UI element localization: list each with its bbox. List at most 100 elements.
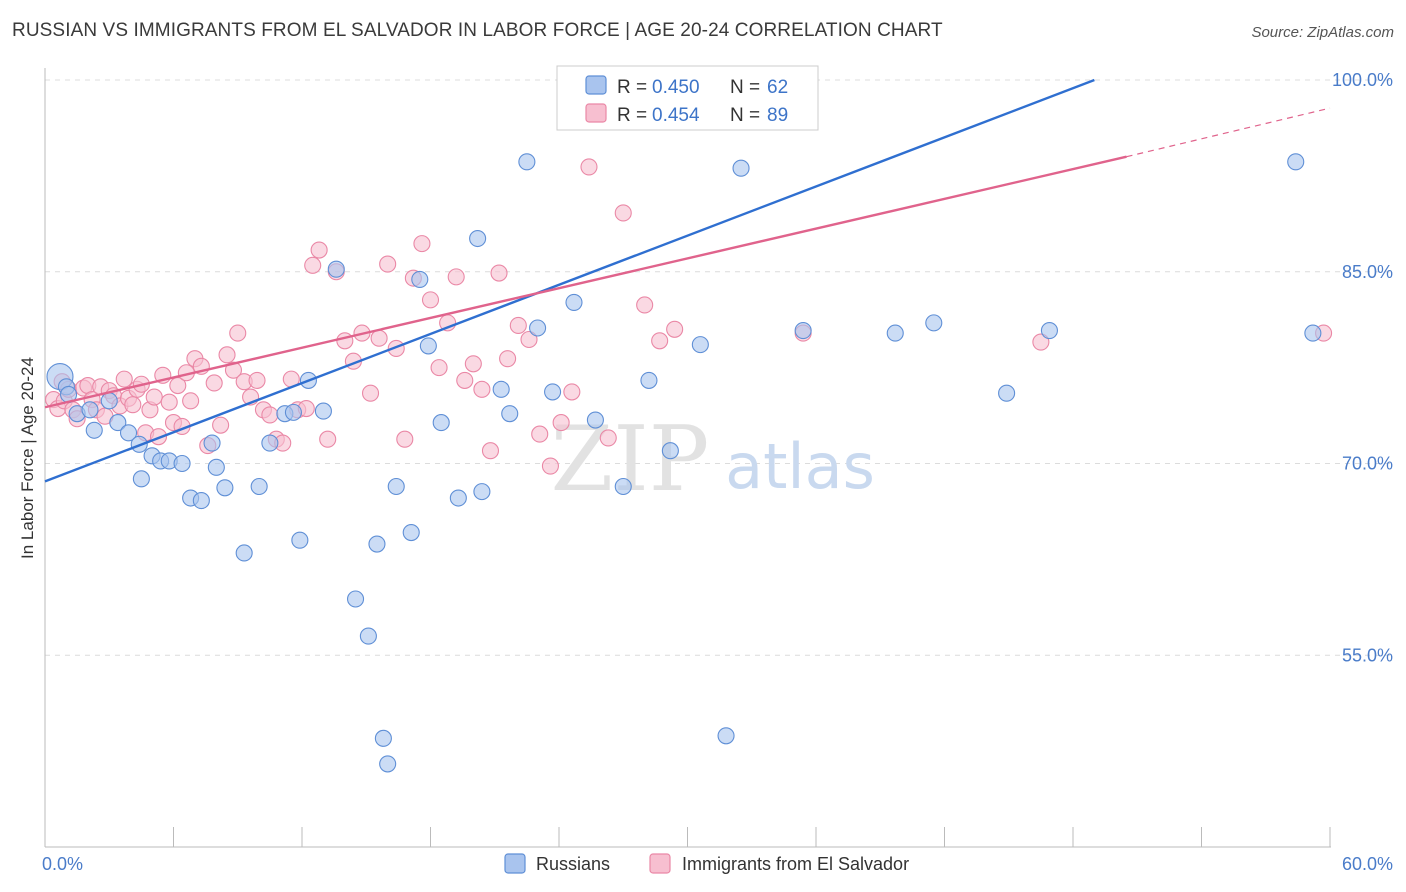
point-salvador	[379, 255, 397, 273]
point-salvador	[421, 291, 440, 309]
point-russians	[501, 405, 519, 423]
point-russians	[387, 477, 405, 496]
y-tick-label: 85.0%	[1342, 262, 1393, 282]
legend-swatch-salvador	[585, 103, 607, 123]
point-salvador	[509, 316, 527, 334]
point-salvador	[473, 380, 491, 398]
point-russians	[284, 403, 302, 421]
point-salvador	[261, 406, 279, 424]
bottom-legend-swatch-salvador	[649, 853, 671, 874]
point-salvador	[229, 324, 247, 342]
point-salvador	[205, 374, 223, 392]
point-russians	[235, 544, 253, 562]
point-russians	[109, 414, 127, 432]
point-salvador	[531, 425, 549, 443]
point-russians	[203, 434, 221, 452]
point-russians	[469, 229, 487, 248]
point-salvador	[651, 332, 669, 350]
point-russians	[432, 414, 450, 432]
grid-layer	[45, 79, 1392, 656]
watermark-atlas: atlas	[725, 430, 875, 503]
trend-layer	[44, 78, 1331, 483]
point-salvador	[304, 256, 322, 274]
trendline-russians	[44, 78, 1095, 483]
point-salvador	[563, 383, 581, 401]
point-russians	[492, 380, 510, 398]
y-axis-label: In Labor Force | Age 20-24	[18, 357, 37, 559]
legend-r-label-2: R =	[617, 105, 647, 126]
point-salvador	[361, 384, 380, 402]
point-russians	[85, 421, 103, 439]
point-salvador	[115, 370, 133, 388]
point-russians	[661, 442, 679, 460]
point-russians	[379, 755, 397, 773]
point-salvador	[145, 388, 163, 406]
point-salvador	[212, 416, 230, 434]
point-salvador	[541, 457, 559, 475]
point-russians	[640, 371, 658, 389]
x-tick-label-end: 60.0%	[1342, 854, 1393, 874]
legend-n-label-2: N =	[730, 105, 760, 126]
point-salvador	[413, 235, 431, 253]
point-russians	[250, 477, 268, 496]
point-russians	[544, 383, 562, 401]
point-russians	[518, 153, 536, 171]
axis-layer: 55.0% 70.0% 85.0% 100.0% 0.0% 60.0%	[42, 68, 1393, 874]
point-russians	[402, 523, 420, 542]
point-salvador	[370, 329, 388, 347]
point-russians	[925, 314, 943, 332]
point-russians	[261, 434, 279, 452]
points-layer	[45, 153, 1333, 773]
point-russians	[207, 458, 225, 476]
point-salvador	[666, 320, 684, 338]
point-russians	[327, 260, 345, 278]
point-russians	[794, 322, 812, 340]
point-salvador	[481, 442, 500, 460]
point-russians	[717, 727, 735, 745]
legend-r-value-1: 0.450	[652, 77, 700, 98]
point-russians	[449, 489, 467, 507]
legend-n-value-1: 62	[767, 77, 788, 98]
point-russians	[614, 477, 632, 496]
point-salvador	[456, 371, 474, 389]
point-salvador	[224, 361, 243, 379]
point-russians	[473, 483, 491, 501]
point-salvador	[499, 350, 517, 368]
point-salvador	[336, 332, 354, 350]
point-russians	[119, 424, 138, 442]
point-salvador	[580, 158, 598, 176]
point-salvador	[182, 392, 200, 410]
point-salvador	[490, 264, 508, 282]
point-russians	[100, 392, 118, 410]
point-russians	[411, 270, 429, 288]
point-salvador	[310, 241, 328, 259]
bottom-legend-label-salvador: Immigrants from El Salvador	[682, 854, 909, 874]
point-russians	[192, 492, 210, 510]
point-russians	[529, 319, 547, 337]
point-russians	[1040, 322, 1058, 340]
bottom-legend: Russians Immigrants from El Salvador	[504, 853, 909, 874]
trendline-salvador	[44, 155, 1127, 409]
legend-r-value-2: 0.454	[652, 105, 700, 126]
point-salvador	[1032, 333, 1050, 351]
x-tick-label-start: 0.0%	[42, 854, 83, 874]
point-russians	[565, 293, 583, 311]
point-salvador	[396, 430, 414, 448]
point-salvador	[614, 204, 632, 222]
point-salvador	[160, 393, 178, 411]
point-russians	[691, 336, 709, 354]
bottom-legend-swatch-russians	[504, 853, 526, 874]
point-russians	[368, 535, 386, 553]
point-russians	[346, 590, 365, 608]
point-russians	[998, 384, 1016, 402]
trendline-salvador-extension	[1126, 107, 1331, 158]
point-russians	[132, 470, 150, 488]
point-russians	[419, 337, 437, 355]
point-salvador	[124, 396, 142, 414]
point-salvador	[552, 414, 570, 432]
point-salvador	[430, 359, 448, 377]
point-russians	[359, 627, 377, 645]
stats-legend: R = 0.450 N = 62 R = 0.454 N = 89	[556, 65, 819, 131]
point-russians	[81, 401, 99, 419]
point-russians	[173, 454, 191, 473]
